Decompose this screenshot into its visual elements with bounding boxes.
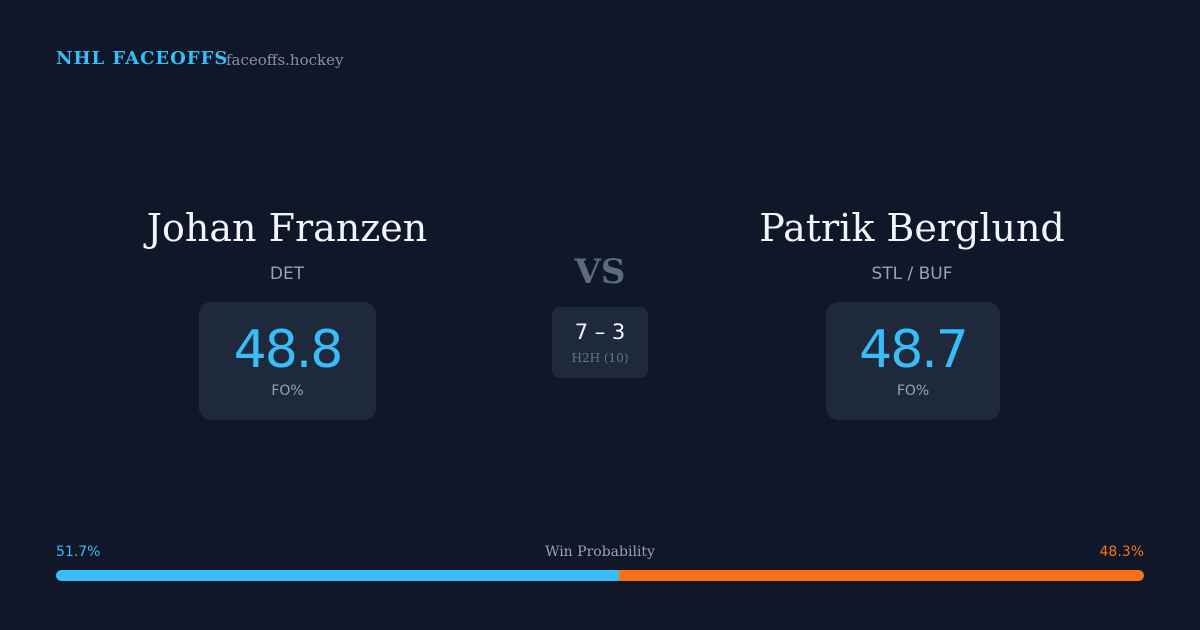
player-team: STL / BUF <box>871 264 953 284</box>
stat-box: 48.8 FO% <box>199 302 376 420</box>
win-prob-segment <box>618 570 1144 581</box>
fo-value: 48.7 <box>859 320 969 380</box>
h2h-score: 7 – 3 <box>574 320 626 344</box>
brand: NHL FACEOFFS <box>56 48 229 69</box>
win-prob-segment <box>56 570 619 581</box>
player-name: Johan Franzen <box>146 206 428 250</box>
win-prob-right: 48.3% <box>1099 544 1144 560</box>
stat-box: 48.7 FO% <box>826 302 1000 420</box>
player-name: Patrik Berglund <box>759 206 1065 250</box>
h2h-box: 7 – 3 H2H (10) <box>552 307 648 378</box>
h2h-label: H2H (10) <box>571 351 629 365</box>
site: faceoffs.hockey <box>226 51 344 69</box>
fo-label: FO% <box>896 383 930 399</box>
win-prob-left: 51.7% <box>56 544 101 560</box>
win-prob-title: Win Probability <box>545 544 655 560</box>
versus: VS <box>574 252 626 292</box>
win-prob-bar <box>56 570 1144 581</box>
fo-value: 48.8 <box>233 320 344 380</box>
fo-label: FO% <box>271 383 304 399</box>
player-team: DET <box>269 264 305 284</box>
